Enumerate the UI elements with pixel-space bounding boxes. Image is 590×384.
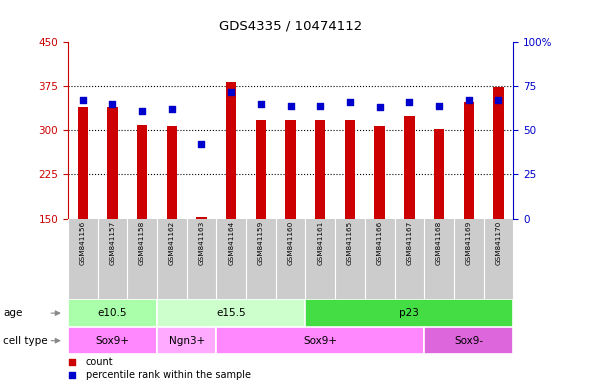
Text: GSM841157: GSM841157: [109, 221, 116, 265]
Text: p23: p23: [399, 308, 419, 318]
Point: [227, 89, 236, 95]
Bar: [404, 116, 415, 218]
Text: Sox9+: Sox9+: [303, 336, 337, 346]
Text: GDS4335 / 10474112: GDS4335 / 10474112: [219, 20, 362, 33]
Point: [68, 359, 77, 365]
Bar: [226, 82, 237, 218]
Bar: [493, 88, 504, 218]
Text: GSM841167: GSM841167: [407, 221, 412, 265]
Bar: [217, 327, 424, 354]
Point: [464, 98, 473, 104]
Text: Ngn3+: Ngn3+: [169, 336, 205, 346]
Text: e10.5: e10.5: [97, 308, 127, 318]
Point: [286, 103, 295, 109]
Point: [405, 99, 414, 105]
Text: GSM841162: GSM841162: [169, 221, 175, 265]
Point: [68, 371, 77, 377]
Point: [137, 108, 147, 114]
Bar: [137, 124, 148, 218]
Text: GSM841169: GSM841169: [466, 221, 472, 265]
Bar: [157, 300, 306, 327]
Text: GSM841160: GSM841160: [287, 221, 294, 265]
Bar: [345, 120, 355, 218]
Point: [78, 98, 87, 104]
Text: GSM841168: GSM841168: [436, 221, 442, 265]
Text: GSM841166: GSM841166: [376, 221, 383, 265]
Point: [494, 98, 503, 104]
Text: GSM841158: GSM841158: [139, 221, 145, 265]
Text: GSM841165: GSM841165: [347, 221, 353, 265]
Point: [345, 99, 355, 105]
Text: Sox9+: Sox9+: [96, 336, 129, 346]
Point: [256, 101, 266, 107]
Text: GSM841164: GSM841164: [228, 221, 234, 265]
Bar: [157, 327, 217, 354]
Text: GSM841159: GSM841159: [258, 221, 264, 265]
Bar: [68, 300, 157, 327]
Bar: [315, 120, 326, 218]
Bar: [286, 120, 296, 218]
Point: [434, 103, 444, 109]
Text: e15.5: e15.5: [217, 308, 246, 318]
Text: GSM841170: GSM841170: [496, 221, 502, 265]
Bar: [464, 102, 474, 218]
Point: [107, 101, 117, 107]
Text: GSM841163: GSM841163: [198, 221, 205, 265]
Bar: [196, 217, 206, 218]
Bar: [434, 129, 444, 218]
Bar: [375, 126, 385, 218]
Bar: [68, 327, 157, 354]
Bar: [424, 327, 513, 354]
Point: [167, 106, 176, 112]
Text: percentile rank within the sample: percentile rank within the sample: [86, 369, 251, 379]
Bar: [77, 107, 88, 218]
Point: [196, 141, 206, 147]
Text: GSM841156: GSM841156: [80, 221, 86, 265]
Bar: [255, 120, 266, 218]
Text: age: age: [3, 308, 22, 318]
Point: [375, 104, 385, 111]
Text: cell type: cell type: [3, 336, 48, 346]
Bar: [107, 107, 117, 218]
Bar: [166, 126, 177, 218]
Text: Sox9-: Sox9-: [454, 336, 483, 346]
Text: GSM841161: GSM841161: [317, 221, 323, 265]
Point: [316, 103, 325, 109]
Bar: [306, 300, 513, 327]
Text: count: count: [86, 357, 113, 367]
